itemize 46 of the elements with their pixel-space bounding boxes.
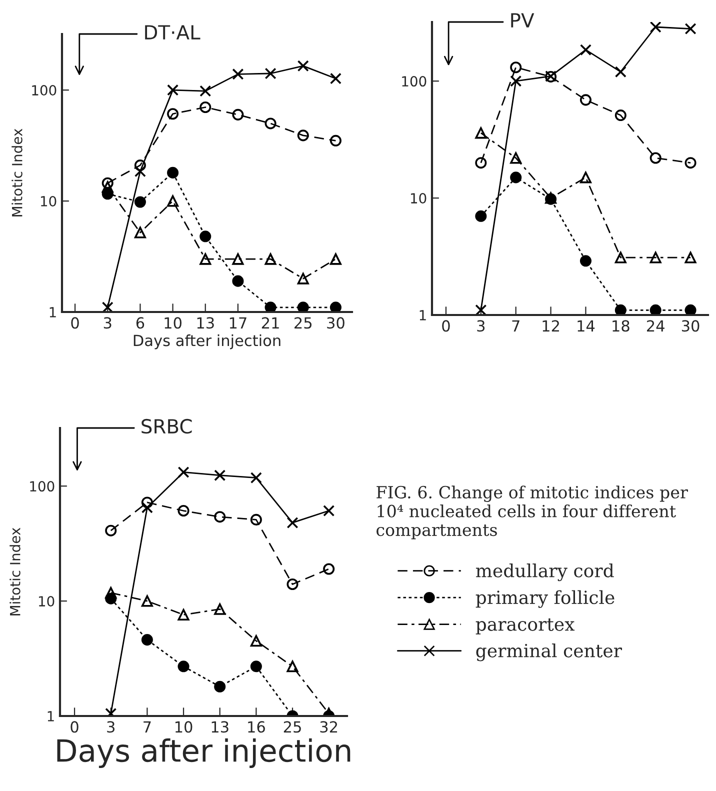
- x-tick-label: 17: [230, 317, 246, 328]
- x-tick-label: 25: [284, 721, 301, 733]
- y-tick-label: 10: [410, 193, 426, 204]
- x-tick-label: 10: [175, 721, 192, 733]
- y-axis-title: Mitotic Index: [12, 128, 22, 216]
- x-tick-label: 7: [144, 721, 151, 732]
- x-tick-label: 16: [248, 721, 265, 733]
- x-tick-label: 13: [212, 721, 228, 733]
- x-tick-label: 30: [327, 317, 344, 329]
- legend-label: germinal center: [476, 643, 622, 662]
- y-tick-label: 100: [30, 481, 54, 492]
- x-tick-label: 6: [136, 317, 144, 329]
- y-axis-title: Mitotic Index: [10, 528, 20, 616]
- caption: FIG. 6. Change of mitotic indices per 10⁴ nucleated cells in four different compartments: [376, 486, 688, 540]
- legend-label: primary follicle: [476, 590, 614, 608]
- x-tick-label: 0: [71, 317, 79, 329]
- chart-title: PV: [511, 13, 534, 28]
- x-tick-label: 14: [578, 320, 595, 332]
- x-tick-label: 0: [442, 320, 450, 332]
- y-tick-label: 100: [32, 85, 56, 96]
- x-tick-label: 10: [164, 317, 182, 329]
- x-tick-label: 13: [197, 317, 214, 329]
- x-tick-label: 21: [262, 317, 279, 328]
- y-tick-label: 1: [48, 711, 54, 722]
- legend-label: paracortex: [476, 618, 575, 634]
- x-axis-title: Days after injection: [134, 334, 280, 350]
- x-tick-label: 3: [477, 320, 485, 332]
- x-tick-label: 25: [294, 317, 312, 329]
- x-tick-label: 0: [70, 721, 78, 733]
- x-tick-label: 30: [682, 320, 700, 332]
- chart-title: DT·AL: [145, 25, 200, 40]
- legend-label: medullary cord: [476, 563, 614, 582]
- y-tick-label: 1: [420, 310, 426, 320]
- x-tick-label: 32: [320, 721, 338, 733]
- x-tick-label: 3: [104, 317, 112, 329]
- x-axis-title: Days after injection: [57, 738, 350, 768]
- x-tick-label: 12: [542, 320, 559, 332]
- x-tick-label: 24: [646, 320, 664, 332]
- y-tick-label: 10: [38, 596, 54, 607]
- y-tick-label: 1: [50, 307, 56, 318]
- y-tick-label: 10: [40, 196, 56, 207]
- x-tick-label: 18: [612, 320, 630, 332]
- x-tick-label: 7: [512, 320, 520, 332]
- chart-title: SRBC: [142, 418, 192, 434]
- y-tick-label: 100: [402, 76, 426, 87]
- x-tick-label: 3: [107, 721, 114, 733]
